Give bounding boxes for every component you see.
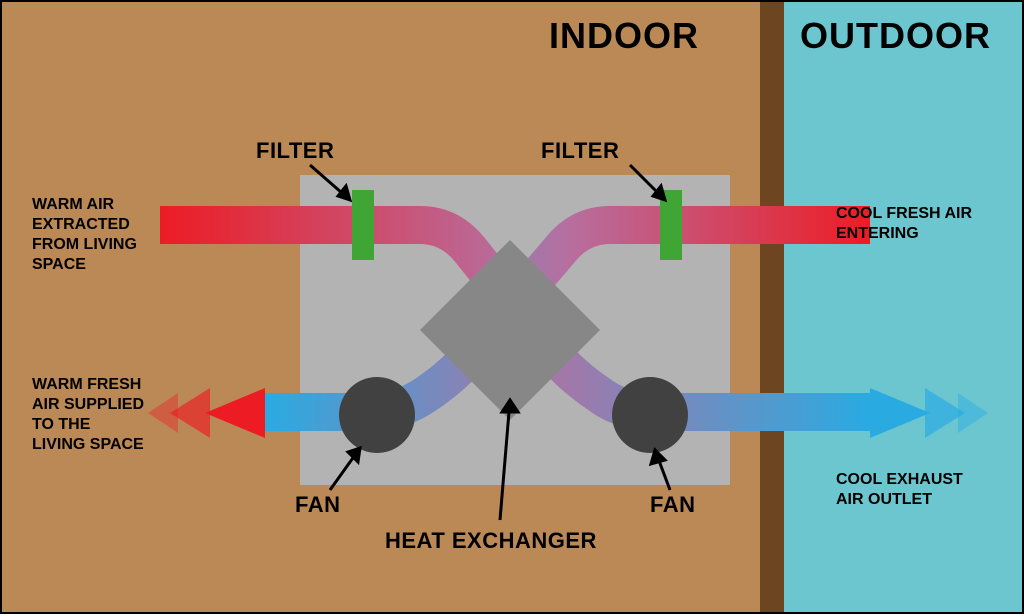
caption-cool-entering: COOL FRESH AIR ENTERING <box>836 204 972 244</box>
label-filter-right: FILTER <box>541 138 619 164</box>
fan-left <box>339 377 415 453</box>
label-fan-left: FAN <box>295 492 341 518</box>
title-outdoor: OUTDOOR <box>800 15 991 57</box>
caption-warm-extracted: WARM AIR EXTRACTED FROM LIVING SPACE <box>32 195 137 275</box>
hrv-diagram <box>0 0 1024 614</box>
fan-right <box>612 377 688 453</box>
warm-outlet-arrows <box>148 388 265 438</box>
label-filter-left: FILTER <box>256 138 334 164</box>
title-indoor: INDOOR <box>549 15 699 57</box>
caption-warm-supplied: WARM FRESH AIR SUPPLIED TO THE LIVING SP… <box>32 375 144 455</box>
label-fan-right: FAN <box>650 492 696 518</box>
label-heat-exchanger: HEAT EXCHANGER <box>385 528 597 554</box>
caption-cool-exhaust: COOL EXHAUST AIR OUTLET <box>836 470 963 510</box>
cool-outlet-arrows <box>870 388 988 438</box>
filter-left <box>352 190 374 260</box>
